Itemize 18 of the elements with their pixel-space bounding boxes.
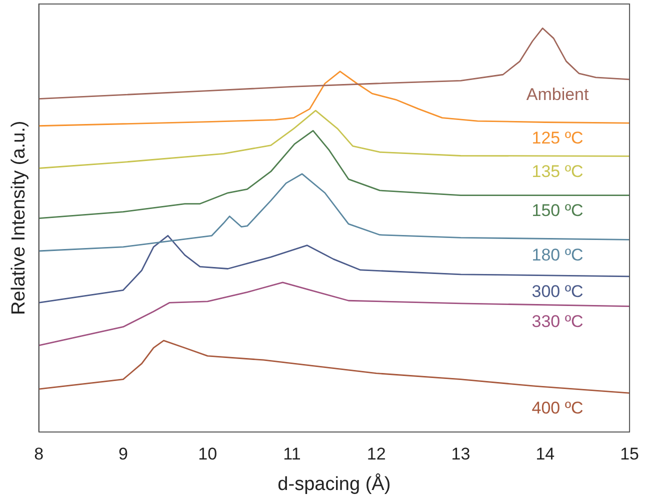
x-tick-label: 10 xyxy=(198,444,218,464)
x-tick-label: 8 xyxy=(34,444,44,464)
x-axis-title: d-spacing (Å) xyxy=(278,472,391,495)
x-tick-label: 11 xyxy=(283,444,301,464)
series-label: 300 ºC xyxy=(532,282,584,302)
x-tick-label: 13 xyxy=(451,444,470,464)
x-tick-label: 9 xyxy=(118,444,128,464)
x-tick-label: 14 xyxy=(536,444,555,464)
series-label: 180 ºC xyxy=(532,245,584,264)
series-label: Ambient xyxy=(526,85,589,104)
x-tick-label: 15 xyxy=(620,444,640,464)
series-label: 150 ºC xyxy=(532,200,584,220)
x-tick-label: 12 xyxy=(366,444,386,464)
series-label: 125 ºC xyxy=(532,128,584,148)
series-label: 330 ºC xyxy=(532,312,584,331)
series-label: 135 ºC xyxy=(532,162,584,181)
y-axis-title: Relative Intensity (a.u.) xyxy=(8,120,30,316)
series-label: 400 ºC xyxy=(532,398,584,418)
